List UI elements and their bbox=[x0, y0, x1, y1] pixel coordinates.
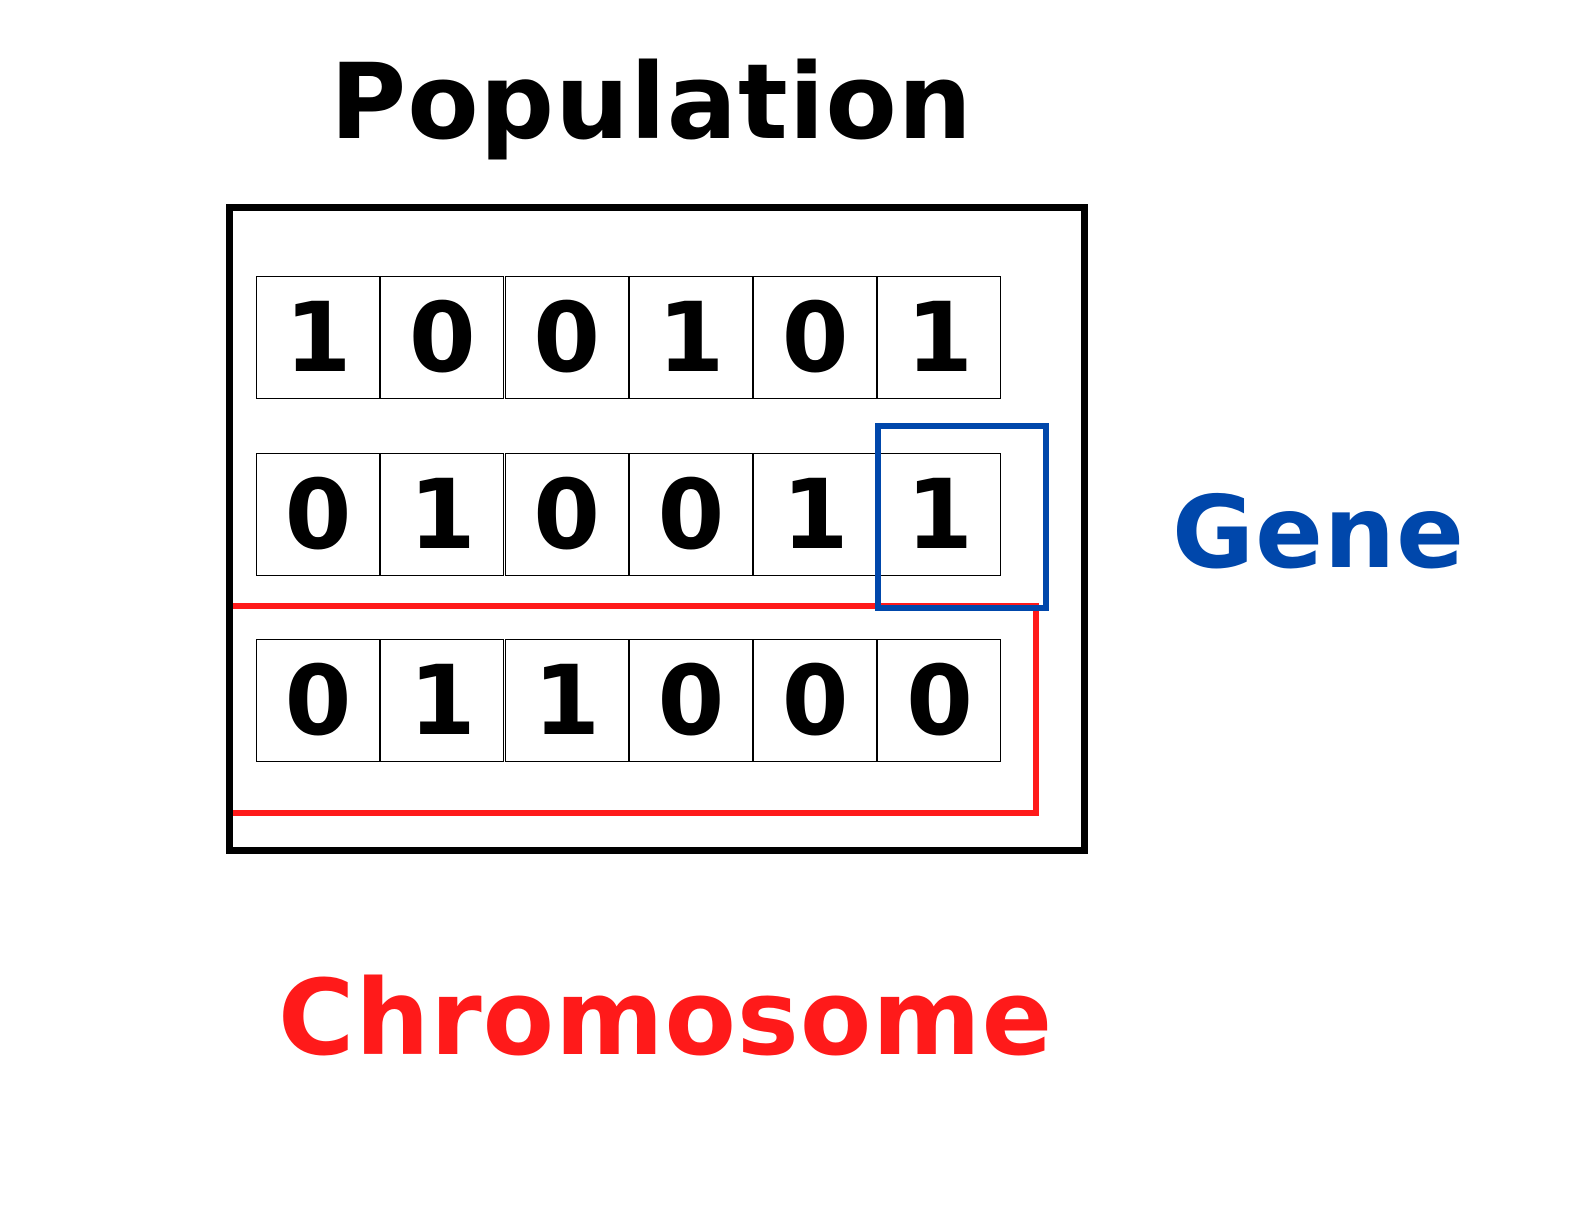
gene-cell: 0 bbox=[256, 639, 380, 762]
gene-cell: 0 bbox=[504, 453, 629, 576]
chromosome-row-1: 1 0 0 1 0 1 bbox=[256, 276, 1002, 399]
gene-cell: 1 bbox=[877, 453, 1002, 576]
gene-cell: 1 bbox=[380, 639, 505, 762]
chromosome-label: Chromosome bbox=[278, 957, 1054, 1079]
gene-cell: 1 bbox=[256, 276, 380, 399]
gene-cell: 1 bbox=[380, 453, 505, 576]
population-box bbox=[226, 204, 1088, 854]
gene-cell: 0 bbox=[628, 639, 753, 762]
gene-cell: 0 bbox=[504, 276, 629, 399]
gene-cell: 0 bbox=[256, 453, 380, 576]
gene-cell: 0 bbox=[628, 453, 753, 576]
gene-cell: 1 bbox=[753, 453, 878, 576]
gene-highlight-box bbox=[875, 423, 1049, 611]
gene-cell: 0 bbox=[753, 639, 878, 762]
gene-cell: 1 bbox=[628, 276, 753, 399]
gene-label: Gene bbox=[1172, 474, 1465, 591]
gene-cell: 0 bbox=[380, 276, 505, 399]
population-title: Population bbox=[330, 41, 973, 163]
chromosome-highlight-box bbox=[233, 603, 1039, 816]
gene-cell: 0 bbox=[877, 639, 1002, 762]
gene-cell: 1 bbox=[877, 276, 1002, 399]
chromosome-row-3: 0 1 1 0 0 0 bbox=[256, 639, 1002, 762]
gene-cell: 0 bbox=[753, 276, 878, 399]
chromosome-row-2: 0 1 0 0 1 1 bbox=[256, 453, 1002, 576]
gene-cell: 1 bbox=[504, 639, 629, 762]
